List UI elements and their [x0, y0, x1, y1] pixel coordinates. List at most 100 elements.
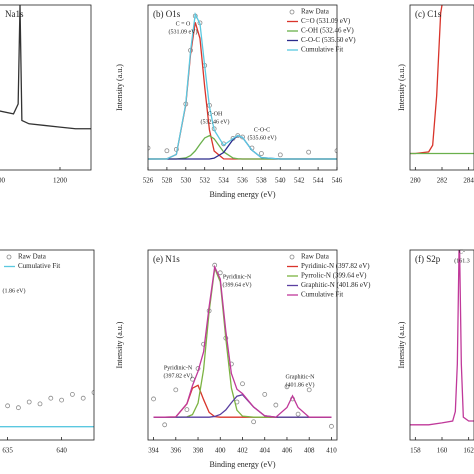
- x-tick-label: 526: [143, 177, 154, 185]
- x-tick-label: 402: [237, 447, 248, 455]
- legend-label: C=O (531.09 eV): [301, 17, 351, 25]
- panel-title: (e) N1s: [153, 254, 180, 264]
- x-tick-label: 538: [256, 177, 267, 185]
- data-point: [284, 384, 290, 390]
- x-tick-label: 158: [410, 447, 421, 455]
- data-point: [258, 151, 264, 156]
- x-tick-label: 546: [332, 177, 343, 185]
- annotation: (532.46 eV): [201, 118, 230, 125]
- x-tick-label: 398: [193, 447, 204, 455]
- legend-label: C-O-C (535.60 eV): [301, 36, 356, 44]
- x-tick-label: 404: [259, 447, 270, 455]
- legend-label: Cumulative Fit: [18, 262, 60, 270]
- annotation: (401.86 eV): [286, 381, 315, 388]
- annotation: C-OH: [208, 111, 223, 117]
- x-tick-label: 1200: [53, 177, 68, 185]
- data-point: [273, 402, 279, 408]
- y-axis-label: Intensity (a.u.): [397, 321, 406, 368]
- annotation: C-: [459, 249, 465, 255]
- plot-frame: [0, 249, 95, 441]
- data-point: [277, 152, 283, 158]
- data-point: [162, 422, 168, 428]
- x-tick-label: 160: [437, 447, 448, 455]
- x-tick-label: 635: [2, 447, 13, 455]
- x-tick-label: 640: [56, 447, 67, 455]
- x-axis-label: Binding energy (eV): [209, 460, 275, 469]
- annotation: Pyridinic-N: [164, 365, 193, 371]
- panel-title: Na1s: [5, 9, 24, 19]
- data-point: [173, 387, 179, 393]
- x-tick-label: 1000: [0, 177, 6, 185]
- x-tick-label: 162: [463, 447, 474, 455]
- x-tick-label: 394: [148, 447, 159, 455]
- legend-label: Raw Data: [301, 253, 330, 261]
- plot-area: [0, 390, 94, 428]
- x-tick-label: 534: [218, 177, 229, 185]
- data-point: [262, 391, 268, 397]
- annotation: C-O-C: [254, 127, 270, 133]
- annotation: (535.60 eV): [248, 134, 277, 141]
- plot-area: [148, 12, 337, 160]
- x-tick-label: 284: [463, 177, 474, 185]
- x-tick-label: 396: [171, 447, 182, 455]
- annotation: (1.86 eV): [3, 287, 26, 294]
- x-tick-label: 532: [199, 177, 210, 185]
- x-tick-label: 408: [304, 447, 315, 455]
- data-point: [251, 419, 257, 425]
- plot-area: [0, 5, 91, 130]
- annotation: Pyridinic-N: [223, 274, 252, 280]
- data-point: [151, 396, 156, 402]
- annotation: (161.3: [454, 257, 470, 264]
- legend-marker: [289, 254, 295, 260]
- data-point: [295, 411, 301, 417]
- series-line: [153, 264, 332, 418]
- plot-area: [410, 250, 474, 426]
- y-axis-label: Intensity (a.u.): [115, 321, 124, 368]
- annotation: (531.09 eV): [169, 28, 198, 35]
- x-tick-label: 410: [326, 447, 337, 455]
- x-tick-label: 536: [237, 177, 248, 185]
- x-tick-label: 282: [437, 177, 448, 185]
- data-point: [164, 148, 170, 154]
- series-line: [410, 5, 443, 155]
- data-point: [306, 149, 312, 155]
- panel-title: (c) C1s: [415, 9, 442, 19]
- legend-label: Cumulative Fit: [301, 291, 343, 299]
- y-axis-label: Intensity (a.u.): [115, 64, 124, 111]
- x-tick-label: 540: [275, 177, 286, 185]
- legend-label: Cumulative Fit: [301, 46, 343, 54]
- series-line: [0, 5, 91, 130]
- series-line: [153, 393, 332, 418]
- x-tick-label: 544: [313, 177, 324, 185]
- panel-title: (b) O1s: [153, 9, 181, 19]
- data-point: [240, 381, 245, 387]
- x-tick-label: 528: [162, 177, 173, 185]
- data-point: [48, 395, 54, 401]
- legend-label: C-OH (532.46 eV): [301, 27, 354, 35]
- x-axis-label: Binding energy (eV): [209, 190, 275, 199]
- annotation: (399.64 eV): [223, 281, 252, 288]
- legend-label: Pyridinic-N (397.82 eV): [301, 262, 370, 270]
- data-point: [217, 270, 223, 276]
- data-point: [306, 387, 312, 393]
- data-point: [80, 395, 86, 401]
- x-tick-label: 280: [410, 177, 421, 185]
- plot-area: [410, 5, 474, 155]
- x-tick-label: 400: [215, 447, 226, 455]
- legend-marker: [6, 254, 12, 260]
- data-point: [15, 405, 21, 411]
- series-line: [148, 12, 337, 160]
- data-point: [59, 397, 64, 403]
- legend-label: Graphitic-N (401.86 eV): [301, 281, 371, 289]
- legend-label: Pyrrolic-N (399.64 eV): [301, 272, 367, 280]
- legend-label: Raw Data: [301, 8, 330, 16]
- annotation: (397.82 eV): [164, 372, 193, 379]
- data-point: [184, 407, 190, 413]
- x-tick-label: 530: [181, 177, 192, 185]
- series-line: [148, 134, 337, 160]
- annotation: C = O: [176, 21, 191, 27]
- y-axis-label: Intensity (a.u.): [397, 64, 406, 111]
- series-line: [410, 250, 474, 426]
